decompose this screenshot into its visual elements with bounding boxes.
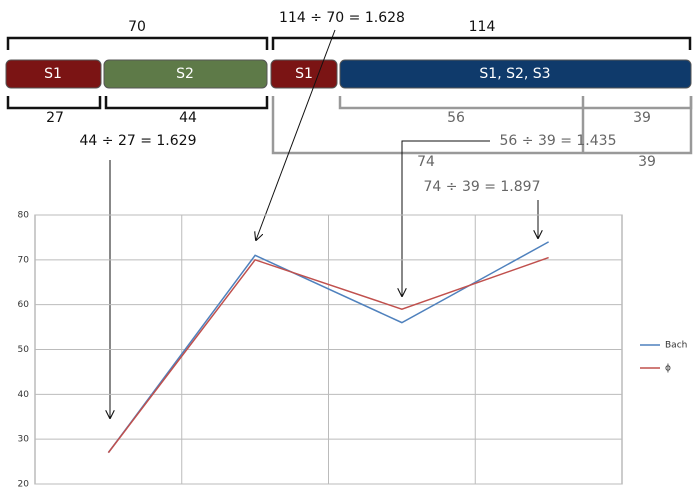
chart: 20 30 40 50 60 70 80 Bach ϕ: [18, 211, 688, 490]
gray-brackets: [271, 96, 693, 155]
bracket: [104, 96, 269, 110]
brackets: [6, 36, 692, 110]
annotation: 74 ÷ 39 = 1.897: [424, 179, 541, 195]
arrow: [256, 29, 336, 240]
length-label: 74: [417, 154, 435, 170]
arrow: [402, 140, 490, 296]
legend-label: Bach: [665, 341, 687, 351]
y-tick-label: 40: [18, 390, 30, 400]
y-tick-label: 50: [18, 345, 30, 355]
bracket: [6, 36, 269, 50]
y-tick-label: 80: [18, 211, 30, 221]
legend-label: ϕ: [665, 364, 671, 374]
bracket-label: 70: [128, 19, 146, 35]
length-label: 44: [179, 110, 197, 126]
series-line: [107, 241, 549, 454]
bracket: [6, 96, 102, 110]
arrows: [110, 29, 538, 418]
bracket: [271, 36, 692, 50]
segment-label: S1, S2, S3: [479, 66, 550, 82]
y-tick-label: 60: [18, 300, 30, 310]
segment: [270, 59, 338, 89]
segment: [5, 59, 102, 89]
bracket-label: 114: [469, 19, 496, 35]
y-tick-label: 20: [18, 480, 30, 490]
annotation: 56 ÷ 39 = 1.435: [500, 133, 617, 149]
segment-label: S2: [176, 66, 194, 82]
length-label: 39: [638, 154, 656, 170]
length-label: 39: [633, 110, 651, 126]
bracket: [338, 96, 693, 110]
annotation: 44 ÷ 27 = 1.629: [80, 133, 197, 149]
annotation: 114 ÷ 70 = 1.628: [279, 10, 405, 26]
segment: [339, 59, 692, 89]
segment: [103, 59, 268, 89]
y-tick-label: 30: [18, 435, 30, 445]
y-tick-label: 70: [18, 255, 30, 265]
segment-label: S1: [295, 66, 313, 82]
length-label: 56: [447, 110, 465, 126]
length-label: 27: [46, 110, 64, 126]
bracket: [271, 96, 693, 155]
series-line: [107, 256, 549, 454]
segment-label: S1: [44, 66, 62, 82]
